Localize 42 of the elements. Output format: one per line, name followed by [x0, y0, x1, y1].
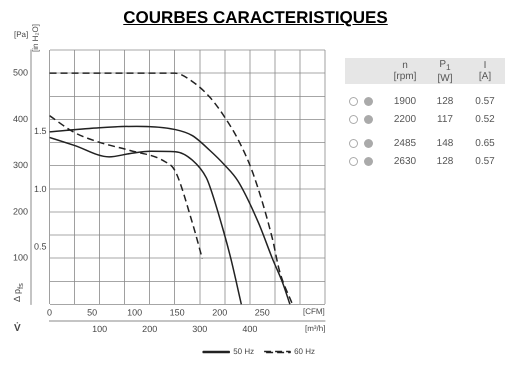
x-tick-label: 400 [242, 324, 258, 334]
text: 2630 [392, 156, 418, 166]
text: 0.52 [474, 114, 496, 124]
y2-tick-label: 0.5 [34, 241, 47, 252]
x-tick-label: 100 [92, 324, 108, 334]
x2-tick-label: 50 [87, 307, 98, 318]
legend-label: 50 Hz [233, 347, 254, 356]
y2-tick-label: 1.0 [34, 184, 47, 194]
y-tick-label: 200 [12, 206, 28, 216]
text: 2485 [392, 138, 418, 148]
text: 2200 [392, 114, 418, 124]
x2-axis-title: [CFM] [303, 306, 325, 316]
x2-tick-label: 0 [47, 307, 52, 318]
x-tick-label: 300 [192, 324, 208, 334]
text: 128 [436, 156, 454, 166]
chart-title: COURBES CARACTERISTIQUES [123, 8, 388, 27]
text: 0.57 [474, 96, 496, 106]
text: P$_{1}$ [W] [436, 58, 454, 84]
text: 0.65 [474, 138, 496, 148]
x2-tick-label: 200 [212, 307, 228, 318]
text: n [rpm] [392, 60, 418, 82]
x-axis-title: [m³/h] [305, 324, 326, 333]
text: I [A] [478, 60, 492, 82]
text: 148 [436, 138, 454, 148]
text: 117 [436, 114, 454, 124]
x2-tick-label: 100 [127, 307, 142, 318]
y-tick-label: 500 [12, 68, 28, 78]
text: 0.57 [474, 156, 496, 166]
y2-axis-title: [in H₂O] [31, 24, 40, 52]
y-tick-label: 100 [12, 252, 28, 263]
line-series [50, 72, 294, 304]
x2-tick-label: 150 [170, 307, 185, 318]
x2-tick-label: 250 [254, 307, 270, 318]
text: V̇ [14, 322, 21, 334]
x-tick-label: 200 [142, 324, 158, 334]
text: 128 [436, 96, 454, 106]
y2-tick-label: 1.5 [34, 126, 47, 136]
y-axis-title: [Pa] [14, 30, 28, 39]
legend-label: 60 Hz [294, 347, 316, 356]
text: 1900 [392, 96, 418, 106]
y-tick-label: 400 [12, 114, 28, 124]
y-tick-label: 300 [12, 160, 28, 170]
